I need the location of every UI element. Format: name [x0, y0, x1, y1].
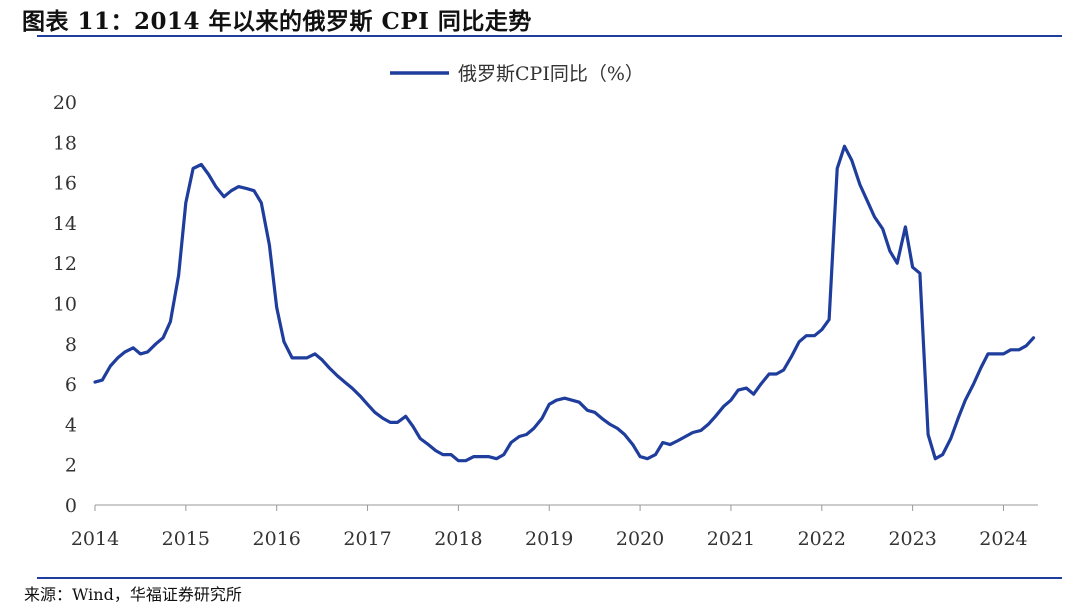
top-rule	[37, 35, 1062, 37]
legend: 俄罗斯CPI同比（%）	[390, 63, 644, 85]
x-tick-label: 2019	[525, 528, 573, 550]
x-tick-label: 2022	[798, 528, 846, 550]
bottom-rule	[37, 577, 1062, 579]
y-tick-label: 16	[53, 173, 77, 195]
y-tick-label: 2	[65, 455, 77, 477]
x-tick-label: 2024	[979, 528, 1027, 550]
y-tick-label: 4	[65, 414, 77, 436]
x-axis-ticks: 2014 2015 2016 2017 2018 2019 2020 2021 2022 2023…	[71, 505, 1028, 550]
x-tick-label: 2015	[162, 528, 210, 550]
x-tick-label: 2020	[616, 528, 664, 550]
y-tick-label: 10	[53, 294, 77, 316]
y-tick-label: 20	[53, 92, 77, 114]
x-tick-label: 2016	[253, 528, 301, 550]
series-line-0	[93, 144, 1036, 463]
y-tick-label: 14	[53, 213, 77, 235]
plot-lines	[93, 144, 1036, 463]
x-tick-label: 2017	[343, 528, 391, 550]
x-tick-label: 2021	[707, 528, 755, 550]
y-tick-label: 8	[65, 334, 77, 356]
y-tick-label: 6	[65, 374, 77, 396]
figure-title: 图表 11：2014 年以来的俄罗斯 CPI 同比走势	[22, 8, 532, 35]
y-tick-label: 12	[53, 253, 77, 275]
y-tick-label: 0	[65, 495, 77, 517]
x-tick-label: 2014	[71, 528, 119, 550]
x-tick-label: 2023	[888, 528, 936, 550]
x-tick-label: 2018	[434, 528, 482, 550]
legend-label: 俄罗斯CPI同比（%）	[458, 63, 644, 85]
source-note: 来源：Wind，华福证券研究所	[24, 585, 242, 604]
y-tick-label: 18	[53, 132, 77, 154]
y-axis-ticks: 0 2 4 6 8 10 12 14 16 18 20	[53, 92, 77, 517]
